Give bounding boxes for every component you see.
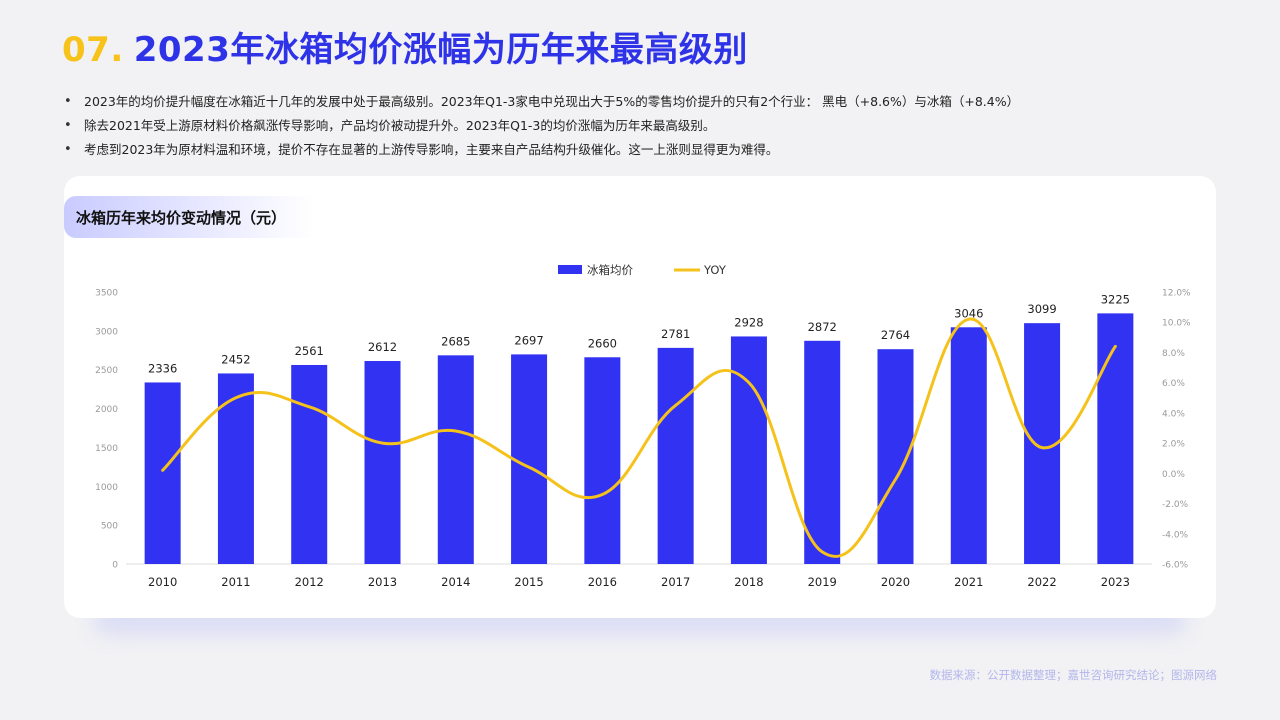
bar-2021 xyxy=(950,327,987,564)
x-tick-label: 2023 xyxy=(1101,575,1130,589)
bar-2011 xyxy=(217,373,254,564)
bar-2017 xyxy=(657,347,694,564)
bar-value-label: 2561 xyxy=(295,344,324,358)
y-right-tick-label: 2.0% xyxy=(1162,440,1185,450)
x-tick-label: 2011 xyxy=(221,575,250,589)
bar-2023 xyxy=(1097,313,1134,564)
bar-2016 xyxy=(584,357,621,564)
x-tick-label: 2010 xyxy=(148,575,177,589)
data-source-note: 数据来源：公开数据整理；嘉世咨询研究结论；图源网络 xyxy=(929,668,1218,682)
bar-value-label: 3046 xyxy=(954,306,983,320)
bar-value-label: 2781 xyxy=(661,327,690,341)
bar-value-label: 2928 xyxy=(734,315,763,329)
bullet-item: 2023年的均价提升幅度在冰箱近十几年的发展中处于最高级别。2023年Q1-3家… xyxy=(62,90,1222,114)
bar-2014 xyxy=(437,355,474,564)
bar-value-label: 2452 xyxy=(221,352,250,366)
x-tick-label: 2013 xyxy=(368,575,397,589)
x-tick-label: 2019 xyxy=(808,575,837,589)
x-tick-label: 2012 xyxy=(295,575,324,589)
bar-2015 xyxy=(511,354,548,564)
y-left-tick-label: 3000 xyxy=(95,327,118,337)
bar-2018 xyxy=(730,336,767,564)
bar-value-label: 2764 xyxy=(881,328,910,342)
chart-card: 冰箱历年来均价变动情况（元） 0 500 1000 1500 2000 2500 3000 3… xyxy=(64,176,1216,618)
y-left-tick-label: 500 xyxy=(101,522,118,532)
bar-value-label: 2685 xyxy=(441,334,470,348)
bar-value-label: 3099 xyxy=(1027,302,1056,316)
x-tick-label: 2015 xyxy=(514,575,543,589)
y-left-tick-label: 3500 xyxy=(95,289,118,299)
x-tick-label: 2020 xyxy=(881,575,910,589)
legend-bar-swatch xyxy=(558,265,582,274)
y-left-tick-label: 1000 xyxy=(95,483,118,493)
x-tick-label: 2016 xyxy=(588,575,617,589)
bullet-item: 考虑到2023年为原材料温和环境，提价不存在显著的上游传导影响，主要来自产品结构… xyxy=(62,138,1222,162)
y-right-tick-label: -6.0% xyxy=(1162,561,1189,571)
y-right-tick-label: 12.0% xyxy=(1162,289,1191,299)
y-left-tick-label: 0 xyxy=(112,561,118,571)
x-tick-label: 2014 xyxy=(441,575,470,589)
bar-2012 xyxy=(291,364,328,564)
page-title: 07. 2023年冰箱均价涨幅为历年来最高级别 xyxy=(62,22,748,71)
x-tick-label: 2017 xyxy=(661,575,690,589)
bar-2010 xyxy=(144,382,181,564)
y-right-tick-label: -2.0% xyxy=(1162,500,1189,510)
bar-2013 xyxy=(364,361,401,564)
bar-value-label: 2872 xyxy=(808,320,837,334)
y-right-tick-label: 0.0% xyxy=(1162,470,1185,480)
title-number: 07. xyxy=(62,30,124,70)
bar-value-label: 2660 xyxy=(588,336,617,350)
y-right-tick-label: 10.0% xyxy=(1162,319,1191,329)
chart-tag: 冰箱历年来均价变动情况（元） xyxy=(64,196,314,238)
y-left-tick-label: 2500 xyxy=(95,366,118,376)
bar-2019 xyxy=(804,340,841,564)
y-right-tick-label: 4.0% xyxy=(1162,409,1185,419)
x-tick-label: 2021 xyxy=(954,575,983,589)
yoy-line xyxy=(161,317,1117,558)
combo-chart: 0 500 1000 1500 2000 2500 3000 3500 -6.0% -4.0% -2… xyxy=(95,263,1191,589)
x-tick-label: 2022 xyxy=(1027,575,1056,589)
bullet-list: 2023年的均价提升幅度在冰箱近十几年的发展中处于最高级别。2023年Q1-3家… xyxy=(62,90,1222,162)
bar-value-label: 2612 xyxy=(368,340,397,354)
y-left-tick-label: 1500 xyxy=(95,444,118,454)
y-right-tick-label: 6.0% xyxy=(1162,379,1185,389)
legend-bar-label: 冰箱均价 xyxy=(587,263,633,277)
y-right-tick-label: 8.0% xyxy=(1162,349,1185,359)
bar-value-label: 2336 xyxy=(148,361,177,375)
x-tick-label: 2018 xyxy=(734,575,763,589)
chart-tag-label: 冰箱历年来均价变动情况（元） xyxy=(76,209,287,227)
y-left-tick-label: 2000 xyxy=(95,405,118,415)
title-text: 2023年冰箱均价涨幅为历年来最高级别 xyxy=(133,30,748,70)
bar-value-label: 3225 xyxy=(1101,292,1130,306)
bar-value-label: 2697 xyxy=(514,333,543,347)
y-right-tick-label: -4.0% xyxy=(1162,530,1189,540)
legend-line-label: YOY xyxy=(703,263,727,277)
bullet-item: 除去2021年受上游原材料价格飙涨传导影响，产品均价被动提升外。2023年Q1-… xyxy=(62,114,1222,138)
